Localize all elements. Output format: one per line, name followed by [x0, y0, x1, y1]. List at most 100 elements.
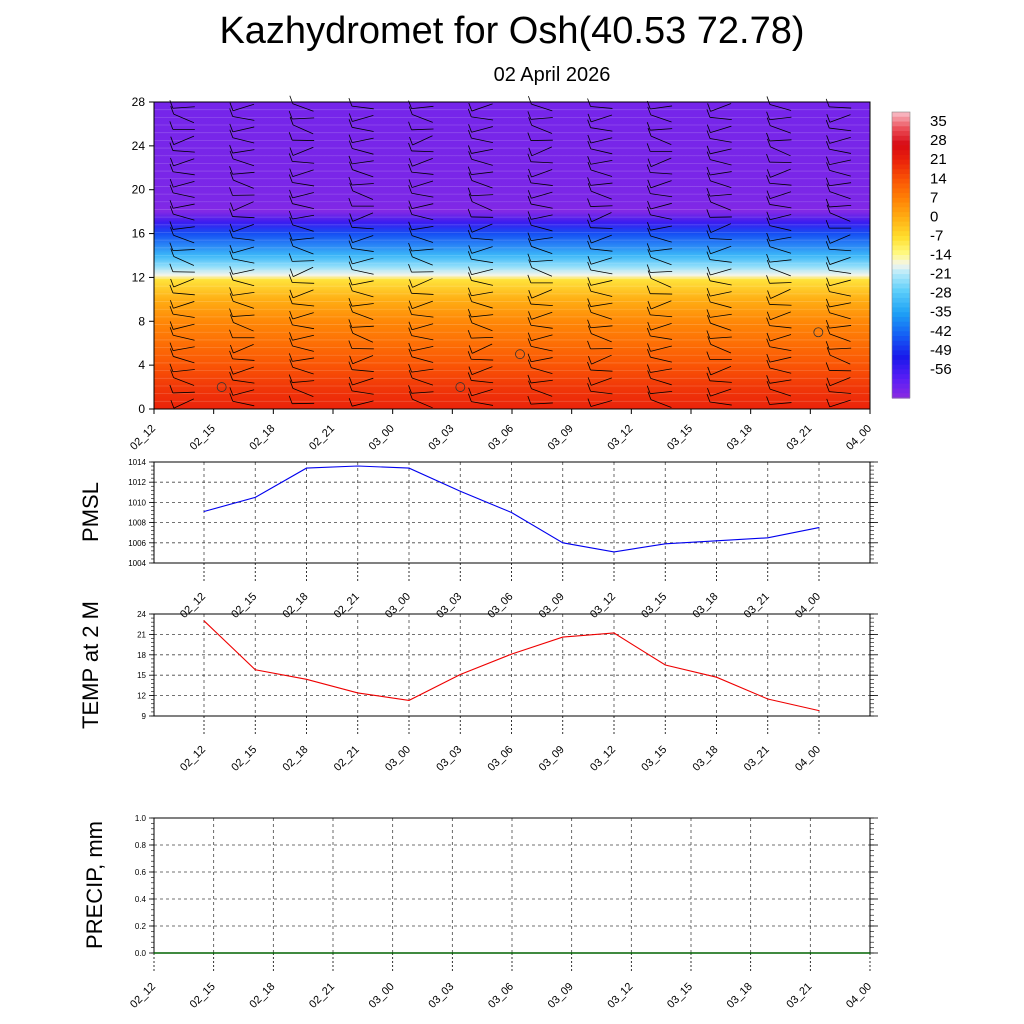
wind-barb — [229, 387, 255, 396]
wind-barb — [766, 217, 792, 231]
wind-barb — [408, 248, 433, 266]
wind-barb — [528, 380, 553, 397]
colorbar-segment — [892, 374, 910, 380]
wind-barb — [587, 234, 612, 244]
wind-barb — [408, 342, 434, 352]
wind-barb — [170, 369, 195, 386]
wind-barb — [647, 227, 672, 243]
wind-barb — [707, 193, 732, 211]
colorbar-segment — [892, 131, 910, 137]
wind-barb — [169, 121, 195, 130]
wind-barb — [707, 365, 732, 376]
wind-barb — [527, 317, 553, 329]
data-point — [213, 952, 215, 954]
x-tick-label: 03_00 — [367, 981, 397, 1011]
colorbar-segment — [892, 274, 910, 280]
wind-barb — [288, 232, 315, 241]
wind-barb — [467, 351, 494, 361]
x-tick-label: 02_15 — [188, 981, 218, 1011]
data-point — [254, 669, 256, 671]
wind-barb — [408, 157, 433, 167]
wind-barb — [587, 113, 613, 123]
wind-barb — [766, 253, 792, 263]
wind-barb — [408, 200, 434, 210]
colorbar-segment — [892, 116, 910, 123]
x-tick-label: 02_18 — [281, 744, 311, 774]
data-point — [750, 952, 752, 954]
data-point — [809, 952, 811, 954]
wind-barb — [766, 353, 792, 363]
wind-barb — [527, 374, 553, 384]
x-tick-label: 03_12 — [605, 423, 635, 453]
x-tick-label: 03_15 — [665, 423, 695, 453]
wind-barb — [527, 232, 553, 241]
wind-barb — [348, 255, 374, 265]
wind-barb — [408, 327, 434, 341]
page-subtitle: 02 April 2026 — [493, 64, 611, 86]
colorbar-segment — [892, 212, 910, 218]
wind-barb — [706, 172, 732, 189]
wind-barb — [229, 108, 255, 121]
wind-barb — [289, 359, 314, 375]
wind-barb — [766, 275, 792, 284]
wind-barb — [825, 219, 852, 229]
y-tick-label: 4 — [138, 358, 145, 372]
wind-barb — [169, 221, 195, 230]
y-tick-label: 8 — [138, 314, 145, 328]
data-point — [408, 699, 410, 701]
wind-barb — [467, 308, 494, 318]
colorbar-segment — [892, 112, 910, 118]
colorbar-segment — [892, 326, 910, 332]
wind-barb — [229, 102, 255, 112]
x-tick-label: 04_00 — [844, 981, 874, 1011]
data-point — [869, 952, 871, 954]
wind-barb — [229, 287, 255, 296]
colorbar-segment — [892, 221, 910, 227]
wind-barb — [587, 277, 613, 286]
y-tick-label: 0.4 — [135, 895, 147, 904]
y-tick-label: 0.2 — [135, 922, 147, 931]
wind-barb — [587, 340, 613, 350]
x-tick-label: 03_12 — [588, 744, 618, 774]
colorbar-segment — [892, 316, 910, 323]
wind-barb — [230, 201, 254, 212]
x-tick-label: 03_00 — [367, 423, 397, 453]
wind-barb — [706, 330, 732, 339]
wind-barb — [468, 151, 493, 166]
colorbar-segment — [892, 159, 910, 166]
x-tick-label: 03_00 — [383, 744, 413, 774]
wind-barb — [826, 256, 851, 265]
wind-barb — [647, 349, 672, 363]
wind-barb — [646, 364, 673, 373]
data-point — [306, 467, 307, 469]
wind-barb — [766, 296, 792, 306]
wind-barb — [587, 183, 612, 200]
wind-barb — [527, 174, 553, 186]
wind-barb — [766, 132, 792, 142]
colorbar-segment — [892, 393, 910, 399]
data-point — [562, 636, 564, 638]
colorbar-segment — [892, 135, 910, 142]
wind-barb — [348, 382, 374, 395]
wind-barb — [825, 383, 852, 394]
colorbar-segment — [892, 216, 910, 223]
wind-barb — [587, 156, 613, 165]
wind-barb — [408, 348, 434, 363]
wind-barb — [587, 361, 613, 372]
wind-barb — [289, 146, 314, 156]
colorbar-frame — [891, 111, 911, 399]
data-point — [459, 490, 461, 492]
data-point — [690, 952, 692, 954]
colorbar-label: -35 — [930, 304, 952, 321]
colorbar-segment — [892, 173, 910, 180]
colorbar-segment — [892, 255, 910, 261]
colorbar-segment — [892, 150, 910, 156]
wind-barb — [229, 244, 255, 254]
wind-barb — [229, 366, 255, 375]
colorbar-segment — [892, 302, 910, 309]
colorbar-label: -56 — [930, 361, 952, 378]
wind-barb — [348, 319, 374, 328]
wind-barb — [766, 238, 792, 254]
